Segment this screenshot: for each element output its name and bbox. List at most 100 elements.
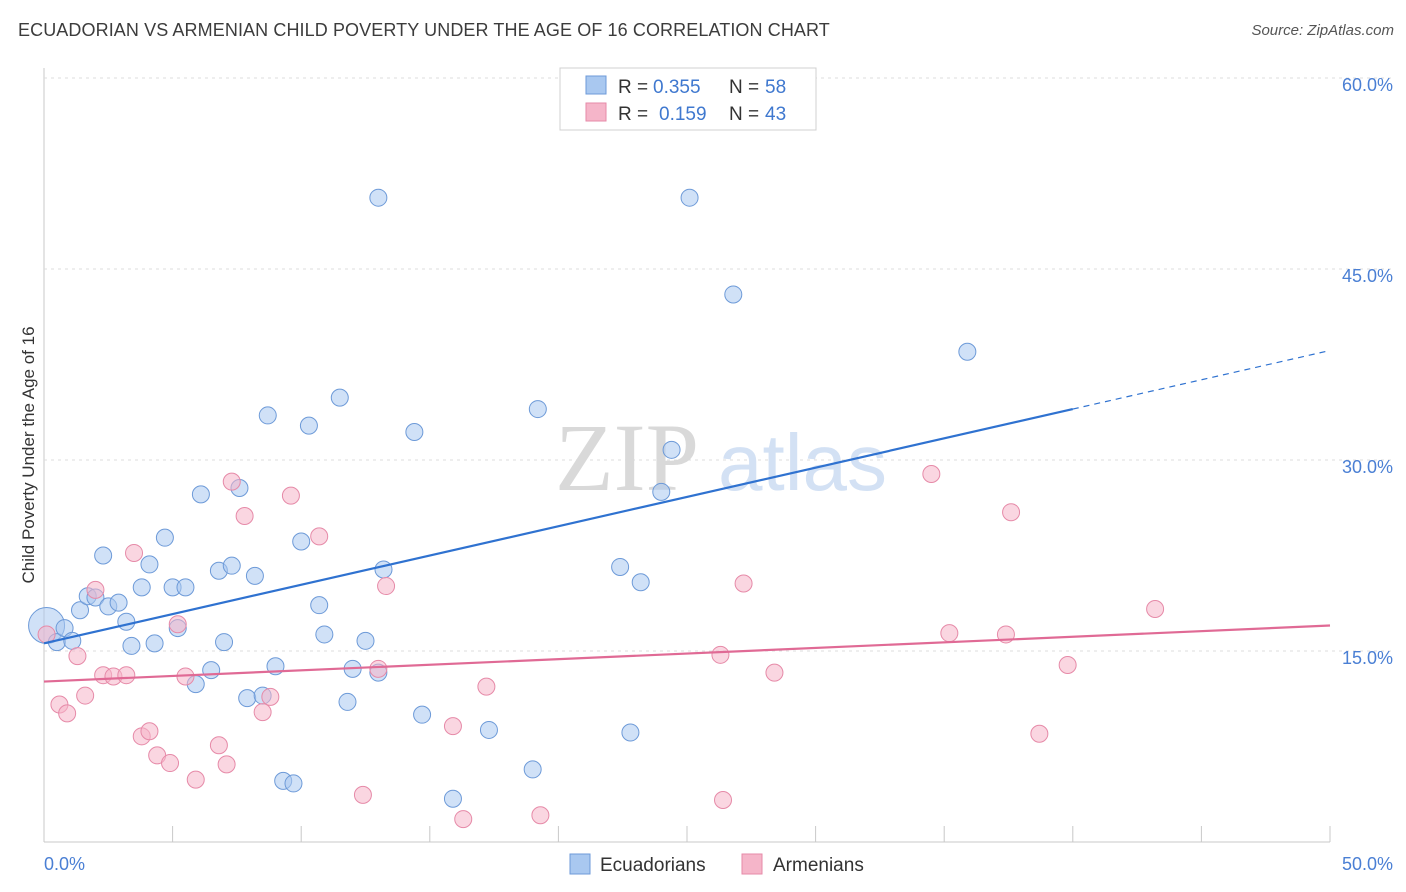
ecuadorians-point <box>479 720 498 739</box>
armenians-point <box>217 755 236 774</box>
ecuadorians-point <box>299 416 318 435</box>
armenians-point <box>125 543 144 562</box>
bottom-legend-swatch-ecuadorians <box>569 853 591 875</box>
ecuadorians-point <box>310 596 329 615</box>
ecuadorians-point <box>284 774 303 793</box>
legend-n-label-1: N = <box>729 77 759 98</box>
ecuadorians-point <box>356 631 375 650</box>
armenians-point <box>714 790 733 809</box>
legend-swatch-ecuadorians <box>585 75 607 95</box>
ecuadorians-point <box>292 532 311 551</box>
ecuadorians-point <box>202 661 221 680</box>
armenians-point <box>261 687 280 706</box>
armenians-point <box>922 465 941 484</box>
ecuadorians-point <box>145 634 164 653</box>
ecuadorians-point <box>330 388 349 407</box>
armenians-point <box>1146 599 1165 618</box>
armenians-point <box>58 704 77 723</box>
armenians-point <box>209 736 228 755</box>
legend-n-value-2: 43 <box>765 104 786 125</box>
ecuadorians-point <box>176 578 195 597</box>
watermark-atlas: atlas <box>718 418 887 507</box>
trend-lines <box>43 349 1331 683</box>
ecuadorians-point <box>443 789 462 808</box>
ecuadorians-point <box>680 188 699 207</box>
ecuadorians-point <box>621 723 640 742</box>
ecuadorians-point <box>338 692 357 711</box>
ecuadorians-point <box>405 422 424 441</box>
ecuadorians-point <box>122 636 141 655</box>
ecuadorians-point <box>652 482 671 501</box>
legend-r-value-1: 0.355 <box>653 77 701 98</box>
data-points <box>28 188 1165 829</box>
ecuadorians-point <box>958 342 977 361</box>
armenians-point <box>235 507 254 526</box>
ecuadorians-point <box>238 689 257 708</box>
armenians-point <box>140 722 159 741</box>
watermark-zip: ZIP <box>555 404 699 511</box>
bottom-legend-label-armenians: Armenians <box>773 855 864 876</box>
armenians-point <box>734 574 753 593</box>
legend-n-value-1: 58 <box>765 77 786 98</box>
armenians-point <box>186 770 205 789</box>
y-tick-label: 15.0% <box>1342 648 1393 668</box>
ecuadorians-point <box>215 633 234 652</box>
legend-swatch-armenians <box>585 102 607 122</box>
ecuadorians-point <box>191 485 210 504</box>
ecuadorians-point <box>724 285 743 304</box>
y-axis-title: Child Poverty Under the Age of 16 <box>19 326 38 583</box>
ecuadorians-point <box>631 573 650 592</box>
ecuadorians-point <box>611 557 630 576</box>
legend-n-label-2: N = <box>729 104 759 125</box>
ecuadorians-point <box>374 560 393 579</box>
armenians-point <box>377 577 396 596</box>
armenians-point <box>1058 656 1077 675</box>
legend-r-label-1: R = <box>618 77 648 98</box>
armenians-point <box>253 703 272 722</box>
ecuadorians-point <box>71 601 90 620</box>
ecuadorians-trend-extension <box>1072 349 1331 410</box>
ecuadorians-point <box>222 556 241 575</box>
ecuadorians-point <box>258 406 277 425</box>
chart-title: ECUADORIAN VS ARMENIAN CHILD POVERTY UND… <box>18 20 830 40</box>
ecuadorians-point <box>109 593 128 612</box>
ecuadorians-point <box>94 546 113 565</box>
y-tick-label: 45.0% <box>1342 266 1393 286</box>
ecuadorians-point <box>523 760 542 779</box>
armenians-point <box>477 677 496 696</box>
ecuadorians-point <box>155 528 174 547</box>
ecuadorians-point <box>528 400 547 419</box>
armenians-point <box>161 754 180 773</box>
armenians-point <box>711 645 730 664</box>
ecuadorians-point <box>315 625 334 644</box>
ecuadorians-point <box>132 578 151 597</box>
armenians-point <box>443 717 462 736</box>
bottom-legend-swatch-armenians <box>741 853 763 875</box>
armenians-point <box>1030 724 1049 743</box>
x-tick-label-min: 0.0% <box>44 854 85 874</box>
armenians-point <box>168 615 187 634</box>
ecuadorians-point <box>413 705 432 724</box>
armenians-trend-line <box>43 624 1331 683</box>
ecuadorians-point <box>117 612 136 631</box>
y-tick-label: 60.0% <box>1342 75 1393 95</box>
x-tick-label-max: 50.0% <box>1342 854 1393 874</box>
y-tick-label: 30.0% <box>1342 457 1393 477</box>
armenians-point <box>353 785 372 804</box>
armenians-point <box>68 647 87 666</box>
armenians-point <box>117 666 136 685</box>
armenians-point <box>369 659 388 678</box>
ecuadorians-point <box>140 555 159 574</box>
legend-r-label-2: R = <box>618 104 648 125</box>
bottom-legend: Ecuadorians Armenians <box>569 853 864 876</box>
ecuadorians-trend-line <box>43 407 1074 645</box>
bottom-legend-label-ecuadorians: Ecuadorians <box>600 855 706 876</box>
armenians-point <box>281 486 300 505</box>
armenians-point <box>531 806 550 825</box>
armenians-point <box>86 580 105 599</box>
armenians-point <box>454 810 473 829</box>
ecuadorians-point <box>662 440 681 459</box>
armenians-point <box>76 686 95 705</box>
y-tick-labels: 15.0% 30.0% 45.0% 60.0% <box>1342 75 1393 668</box>
